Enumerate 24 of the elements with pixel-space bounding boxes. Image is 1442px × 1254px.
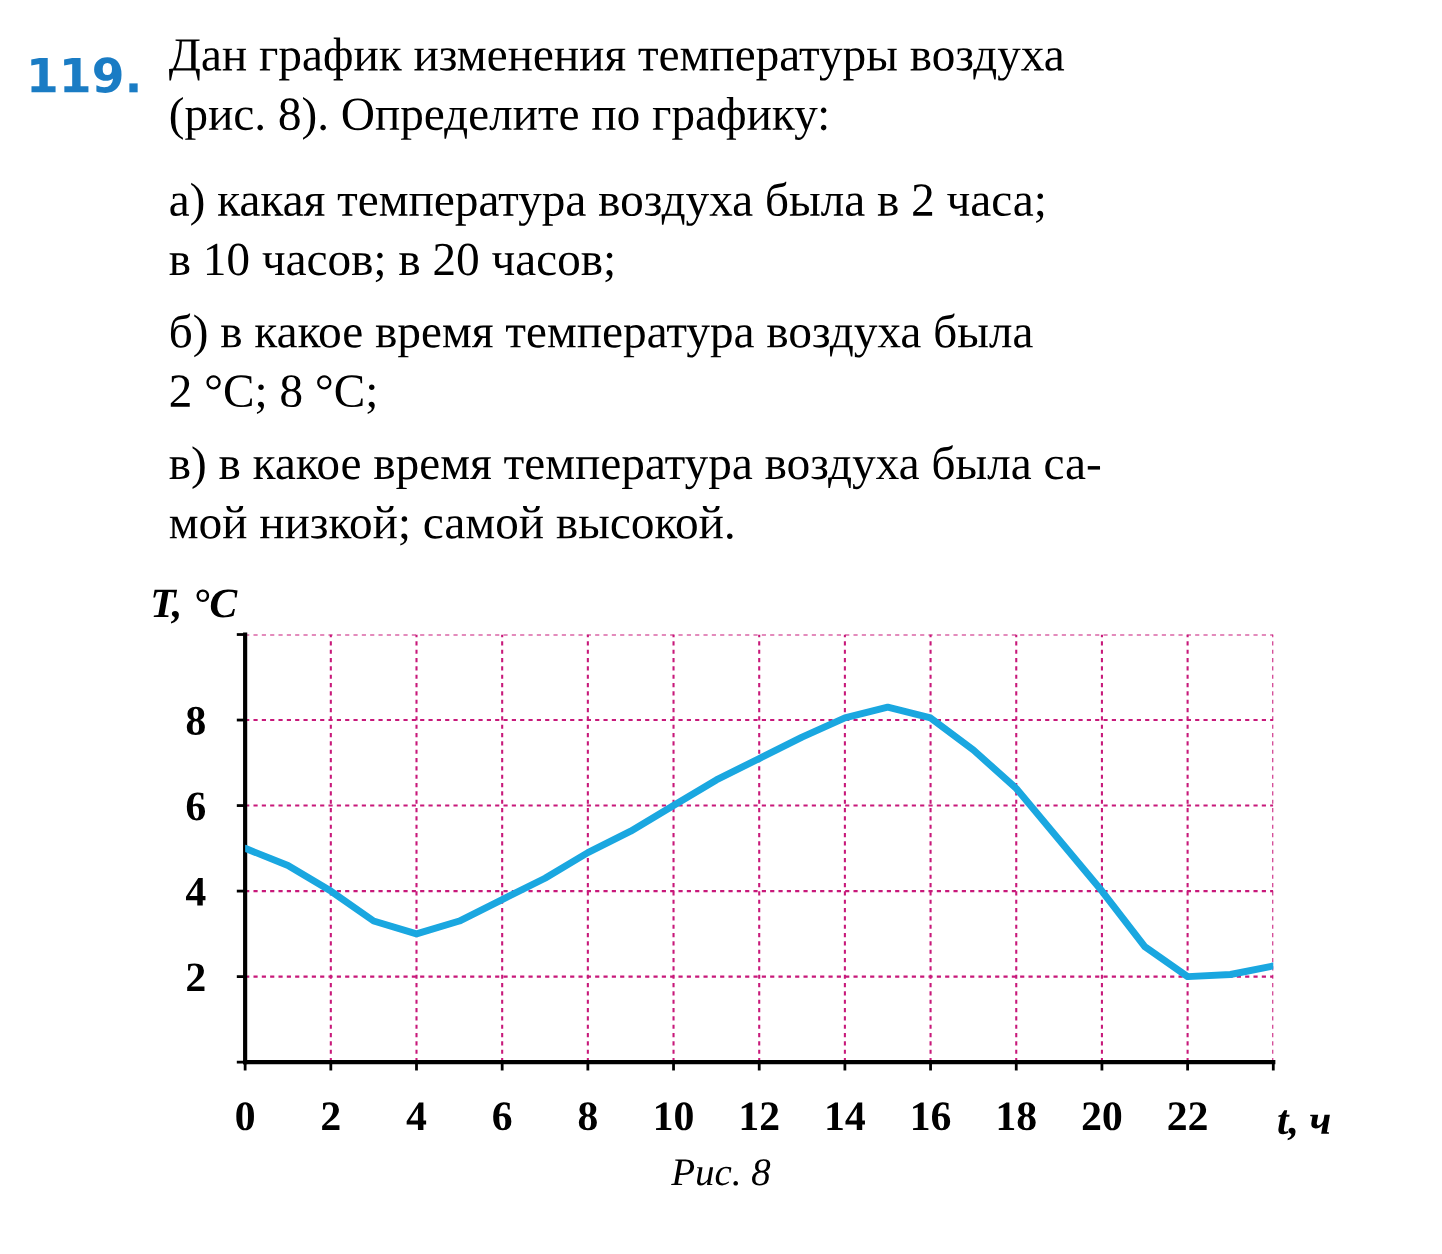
y-tick-label: 6 — [186, 792, 206, 821]
x-tick-label: 22 — [1168, 1102, 1207, 1130]
text: в) в какое время температура воздуха была са- мой низкой; самой высокой. — [169, 445, 1101, 546]
text: б) в какое время температура воздуха была 2 °C; 8 °C; — [170, 313, 1033, 414]
y-tick-label: 4 — [185, 878, 206, 906]
chart-subtitle: Дан график изменения температуры воздуха (рис. 8). Определите по графику: — [169, 37, 1065, 140]
chart-title: 119. — [31, 57, 138, 93]
text: Рис. 8 — [671, 1159, 771, 1186]
text: а) какая температура воздуха была в 2 часа; в 10 часов; в 20 часов; — [169, 181, 1044, 283]
x-tick-label: 12 — [741, 1102, 779, 1130]
x-tick-label: 6 — [493, 1102, 512, 1131]
x-tick-label: 2 — [322, 1102, 340, 1130]
x-tick-label: 4 — [406, 1102, 427, 1130]
y-tick-label: 2 — [187, 963, 205, 992]
x-tick-label: 10 — [656, 1102, 693, 1131]
x-tick-label: 8 — [578, 1102, 597, 1131]
x-tick-label: 16 — [913, 1102, 951, 1131]
y-axis-title: T, °C — [153, 589, 238, 624]
x-tick-label: 18 — [998, 1102, 1036, 1131]
x-axis-title: t, ч — [1278, 1110, 1330, 1141]
y-tick-label: 8 — [186, 706, 205, 735]
x-tick-label: 20 — [1082, 1102, 1122, 1131]
x-tick-label: 14 — [827, 1102, 865, 1130]
x-tick-label: 0 — [236, 1102, 254, 1131]
